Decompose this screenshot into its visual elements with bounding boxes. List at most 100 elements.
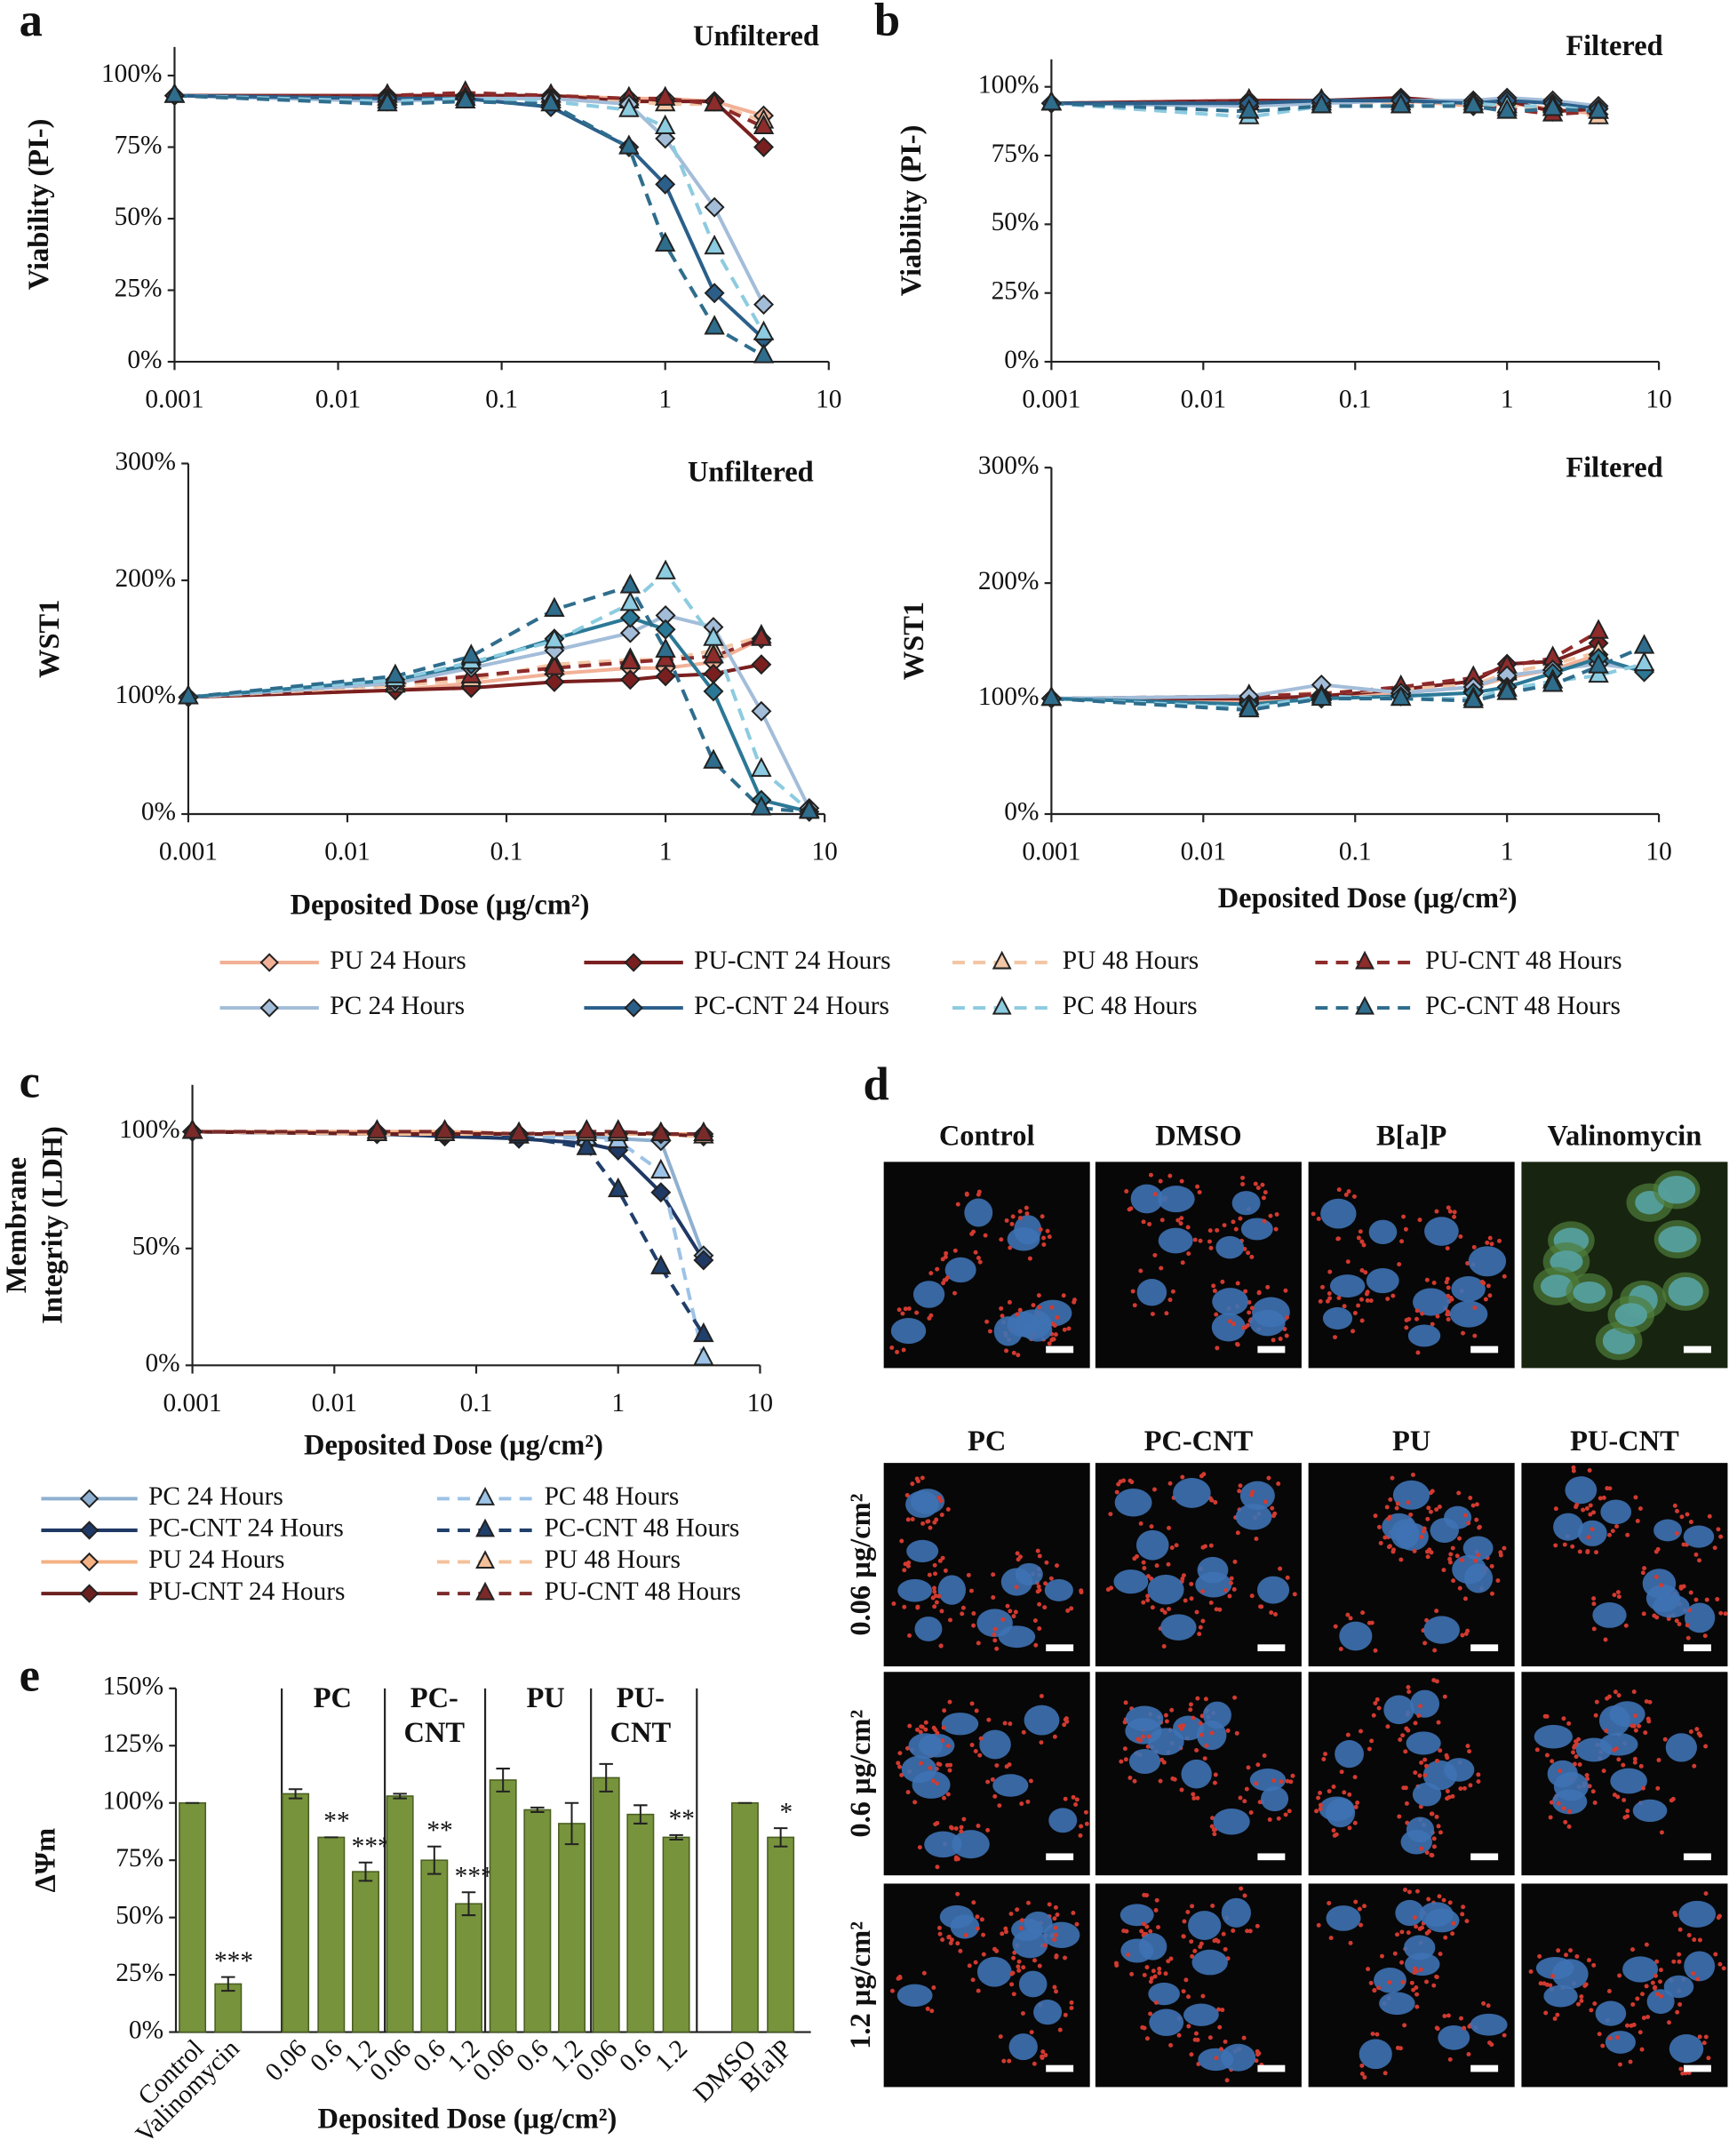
mitochondria (1431, 1836, 1437, 1841)
mitochondria (1592, 2001, 1598, 2006)
mitochondria (1258, 1604, 1263, 1609)
nucleus (979, 1729, 1011, 1760)
legend-label: PU-CNT 24 Hours (694, 946, 890, 975)
y-tick-label: 0% (1004, 798, 1039, 826)
mitochondria (1435, 1314, 1440, 1319)
nucleus (1605, 2031, 1636, 2054)
mitochondria (1284, 1333, 1289, 1338)
mitochondria (1409, 1980, 1414, 1985)
nucleus (1368, 1219, 1398, 1245)
mitochondria (1231, 1586, 1237, 1592)
mitochondria (1451, 1578, 1456, 1584)
marker (259, 953, 279, 972)
marker (475, 1487, 496, 1505)
mitochondria (1659, 1830, 1664, 1835)
nucleus (1136, 1279, 1167, 1306)
mitochondria (1564, 1952, 1569, 1958)
mitochondria (935, 1730, 940, 1736)
mitochondria (1403, 1226, 1408, 1232)
nucleus (1358, 2039, 1392, 2070)
mitochondria (1114, 1963, 1119, 1968)
mitochondria (1246, 1765, 1251, 1770)
mitochondria (1422, 1773, 1428, 1778)
mitochondria (1147, 1222, 1152, 1226)
mitochondria (1412, 1548, 1417, 1553)
mitochondria (1489, 1242, 1494, 1247)
marker (540, 92, 562, 112)
scale-bar (1683, 2064, 1711, 2072)
mitochondria (1073, 1801, 1079, 1807)
mitochondria (1278, 1337, 1283, 1342)
mitochondria (918, 1729, 923, 1735)
mitochondria (1220, 1279, 1225, 1284)
nucleus (1395, 1899, 1424, 1927)
mitochondria (1548, 1815, 1553, 1820)
mitochondria (1154, 1897, 1159, 1903)
mitochondria (1144, 2036, 1150, 2041)
mitochondria (1141, 1560, 1146, 1565)
mitochondria (1723, 1611, 1728, 1617)
mitochondria (987, 1329, 992, 1334)
mitochondria (1161, 1644, 1167, 1649)
mitochondria (1361, 1242, 1366, 1248)
mitochondria (1621, 1798, 1627, 1803)
panel-label: b (874, 0, 900, 46)
marker (508, 1121, 530, 1142)
mitochondria (1615, 1794, 1621, 1800)
marker (799, 799, 820, 819)
mitochondria (1054, 1953, 1059, 1959)
mitochondria (1659, 1993, 1664, 1999)
mitochondria (1658, 1979, 1662, 1984)
mitochondria (1717, 1961, 1723, 1967)
marker (703, 643, 724, 664)
y-tick-label: 75% (115, 131, 163, 159)
x-tick-label: 0.01 (312, 1389, 357, 1417)
mitochondria (1024, 1205, 1029, 1210)
mitochondria (1255, 1762, 1261, 1768)
mitochondria (1406, 1930, 1411, 1936)
mitochondria (934, 1600, 939, 1605)
mitochondria (1697, 2034, 1702, 2040)
mitochondria (1486, 1283, 1491, 1289)
mitochondria (1263, 1499, 1268, 1505)
nucleus (1183, 2003, 1219, 2026)
legend-label: PC 24 Hours (330, 992, 465, 1020)
mitochondria (1598, 1496, 1603, 1501)
mitochondria (1419, 1846, 1423, 1851)
mitochondria (1703, 1891, 1709, 1896)
mitochondria (1114, 1489, 1119, 1495)
mitochondria (1571, 1465, 1576, 1470)
mitochondria (1158, 1178, 1163, 1184)
mitochondria (1438, 1748, 1443, 1753)
mitochondria (1135, 1553, 1139, 1559)
marker (1496, 99, 1518, 119)
marker (703, 748, 724, 769)
mitochondria (1445, 1246, 1450, 1251)
bar (662, 1836, 690, 2033)
mitochondria (1426, 1928, 1431, 1934)
mitochondria (953, 1857, 959, 1862)
y-tick-label: 100% (978, 70, 1040, 99)
marker (1462, 688, 1484, 708)
mitochondria (1600, 2043, 1606, 2048)
x-tick-label: 0.06 (260, 2034, 313, 2087)
mitochondria (1146, 1734, 1151, 1739)
marker (607, 1119, 629, 1139)
nucleus (1551, 1959, 1589, 1990)
mitochondria (1376, 1705, 1382, 1711)
mitochondria (1556, 1948, 1561, 1953)
mitochondria (904, 1493, 910, 1497)
mitochondria (1641, 1611, 1646, 1617)
mitochondria (960, 1611, 965, 1617)
mitochondria (1064, 1719, 1070, 1724)
mitochondria (968, 1588, 974, 1593)
mitochondria (1025, 1799, 1031, 1804)
marker (475, 1518, 496, 1537)
mitochondria (1489, 1591, 1494, 1596)
x-axis-label: Deposited Dose (µg/cm²) (291, 890, 590, 922)
mitochondria (1210, 1904, 1215, 1908)
mitochondria (897, 1764, 903, 1769)
mitochondria (1613, 1689, 1618, 1695)
mitochondria (1228, 1319, 1232, 1324)
scale-bar (1046, 2064, 1074, 2072)
